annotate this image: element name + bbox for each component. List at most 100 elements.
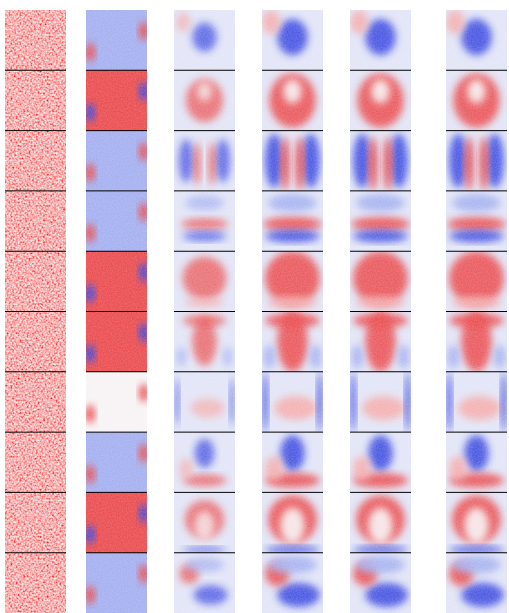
grain bbox=[86, 10, 147, 70]
weight-cell bbox=[85, 553, 149, 613]
weight-cell bbox=[446, 251, 507, 311]
weight-cell bbox=[5, 191, 66, 251]
grain bbox=[350, 372, 411, 432]
grain bbox=[174, 70, 235, 130]
weight-cell bbox=[350, 372, 411, 432]
grain bbox=[350, 191, 411, 251]
weight-cell bbox=[262, 553, 323, 613]
weight-cell bbox=[350, 432, 411, 492]
grain bbox=[350, 553, 411, 613]
grain bbox=[350, 251, 411, 311]
weight-cell bbox=[85, 251, 149, 311]
weight-cell bbox=[174, 191, 235, 251]
noise-image bbox=[5, 251, 66, 311]
grain bbox=[446, 70, 507, 130]
weight-cell bbox=[174, 372, 235, 432]
weight-cell bbox=[85, 492, 149, 552]
noise-image bbox=[5, 10, 66, 70]
grain bbox=[262, 432, 323, 492]
grain bbox=[86, 492, 147, 552]
grain bbox=[350, 10, 411, 70]
weight-cell bbox=[5, 10, 66, 70]
noise-image bbox=[5, 312, 66, 372]
weight-cell bbox=[174, 251, 235, 311]
grain bbox=[86, 553, 147, 613]
weight-cell bbox=[446, 131, 507, 191]
weight-cell bbox=[174, 492, 235, 552]
weight-cell bbox=[174, 131, 235, 191]
weight-cell bbox=[85, 312, 149, 372]
weight-cell bbox=[174, 312, 235, 372]
grain bbox=[446, 191, 507, 251]
weight-cell bbox=[446, 191, 507, 251]
weight-cell bbox=[350, 492, 411, 553]
grain bbox=[262, 191, 323, 251]
weight-cell bbox=[262, 131, 323, 191]
noise-image bbox=[5, 492, 66, 552]
noise-image bbox=[5, 131, 66, 191]
grain bbox=[350, 312, 411, 372]
weight-cell bbox=[262, 191, 323, 251]
weight-cell bbox=[174, 70, 235, 130]
weight-cell bbox=[446, 432, 507, 492]
grain bbox=[86, 251, 147, 311]
weight-cell bbox=[350, 191, 411, 251]
weight-cell bbox=[85, 191, 149, 251]
grain bbox=[262, 251, 323, 311]
weight-cell bbox=[262, 372, 323, 432]
weight-cell bbox=[262, 251, 323, 311]
weight-cell bbox=[262, 70, 323, 130]
grain bbox=[174, 432, 235, 492]
grain bbox=[86, 432, 147, 492]
weight-cell bbox=[5, 372, 66, 432]
weight-cell bbox=[262, 432, 323, 492]
weight-cell bbox=[5, 251, 66, 311]
grain bbox=[174, 251, 235, 311]
grain bbox=[262, 553, 323, 613]
weight-cell bbox=[174, 553, 235, 613]
weight-cell bbox=[446, 372, 507, 432]
grain bbox=[174, 312, 235, 372]
grain bbox=[446, 10, 507, 70]
weight-cell bbox=[5, 492, 66, 552]
weight-cell bbox=[446, 553, 507, 613]
weight-cell bbox=[5, 131, 66, 191]
grain bbox=[86, 372, 147, 432]
weight-cell bbox=[5, 70, 66, 130]
grain bbox=[446, 251, 507, 311]
weight-cell bbox=[5, 312, 66, 372]
noise-image bbox=[5, 432, 66, 492]
noise-image bbox=[5, 191, 66, 251]
grain bbox=[446, 312, 507, 372]
grain bbox=[350, 70, 411, 130]
grain bbox=[262, 372, 323, 432]
grain bbox=[446, 553, 507, 613]
grain bbox=[174, 131, 235, 191]
weight-cell bbox=[5, 432, 66, 492]
grain bbox=[262, 312, 323, 372]
weight-cell bbox=[85, 10, 149, 70]
weight-cell bbox=[446, 70, 507, 130]
grain bbox=[262, 10, 323, 70]
weight-cell bbox=[350, 131, 411, 191]
grain bbox=[350, 492, 411, 552]
noise-image bbox=[5, 372, 66, 432]
weight-cell bbox=[85, 70, 149, 130]
grain bbox=[174, 10, 235, 70]
weight-cell bbox=[85, 131, 149, 191]
weight-cell bbox=[350, 251, 411, 311]
weight-cell bbox=[174, 432, 235, 492]
weight-cell bbox=[350, 553, 411, 613]
weight-cell bbox=[85, 372, 149, 432]
weight-cell bbox=[262, 492, 323, 553]
grain bbox=[86, 191, 147, 251]
page: (() => { const data = JSON.parse(documen… bbox=[0, 0, 509, 613]
grain bbox=[350, 131, 411, 191]
weight-cell bbox=[262, 312, 323, 372]
grain bbox=[174, 372, 235, 432]
weight-cell bbox=[174, 10, 235, 70]
grain bbox=[262, 70, 323, 130]
grain bbox=[262, 492, 323, 552]
weight-cell bbox=[5, 553, 66, 613]
grain bbox=[174, 191, 235, 251]
